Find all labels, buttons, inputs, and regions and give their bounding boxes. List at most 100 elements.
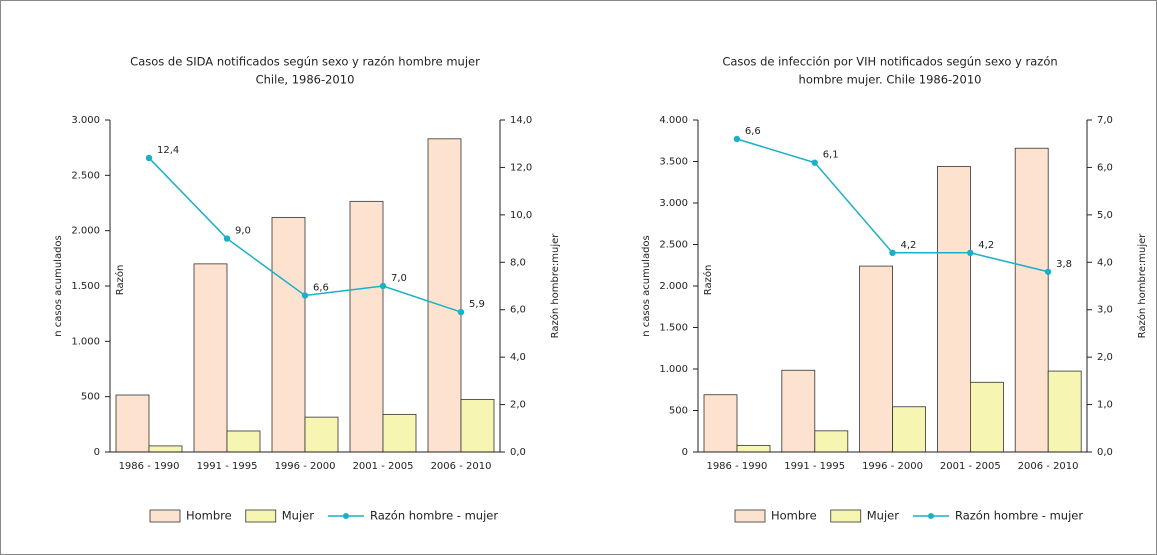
bar (226, 430, 261, 453)
data-label: 7,0 (391, 273, 407, 284)
x-tick-label: 1991 - 1995 (197, 461, 258, 472)
y-tick-label: 2.000 (659, 281, 688, 292)
bar (970, 381, 1004, 453)
data-label: 12,4 (157, 145, 179, 156)
y2-tick-label: 2,0 (510, 400, 526, 411)
data-label: 6,6 (313, 282, 329, 293)
data-label: 4,2 (978, 240, 994, 251)
data-label: 4,2 (901, 240, 917, 251)
y2-tick-label: 0,0 (510, 447, 526, 458)
y-tick-label: 3.000 (71, 115, 100, 126)
y-tick-label: 1.000 (659, 364, 688, 375)
x-tick-label: 2001 - 2005 (353, 461, 414, 472)
x-tick-label: 2006 - 2010 (431, 461, 492, 472)
annotation: Razón (114, 265, 126, 296)
chart-title: hombre mujer. Chile 1986-2010 (799, 73, 982, 87)
point (379, 282, 387, 290)
legend-label: Hombre (186, 509, 232, 523)
bar (859, 265, 893, 453)
point (301, 292, 309, 299)
chart-title: Chile, 1986-2010 (256, 73, 355, 87)
legend-label: Razón hombre - mujer (955, 509, 1083, 523)
bar (193, 263, 228, 453)
bar (148, 445, 183, 453)
point (1044, 268, 1052, 275)
point (967, 249, 974, 256)
y2-tick-label: 12,0 (510, 162, 532, 173)
bar (1014, 147, 1049, 453)
data-label: 6,1 (823, 150, 839, 161)
point (889, 249, 896, 256)
y-tick-label: 0 (94, 447, 100, 458)
bar (1047, 370, 1082, 453)
legend-swatch (149, 509, 181, 523)
y-tick-label: 1.500 (71, 281, 100, 292)
y2-tick-label: 3,0 (1097, 305, 1113, 316)
bar (892, 406, 926, 453)
y-tick-label: 500 (81, 392, 100, 403)
point (457, 308, 465, 316)
y2-tick-label: 1,0 (1097, 400, 1113, 411)
y2-tick-label: 4,0 (510, 352, 526, 363)
y2-tick-label: 5,0 (1097, 210, 1113, 221)
data-label: 9,0 (235, 226, 251, 237)
data-label: 3,8 (1056, 259, 1072, 270)
data-label: 6,6 (745, 126, 761, 137)
y2-tick-label: 10,0 (510, 210, 532, 221)
bar (271, 216, 306, 453)
y2-tick-label: 2,0 (1097, 352, 1113, 363)
legend-label: Hombre (771, 509, 817, 523)
y-tick-label: 1.000 (71, 336, 100, 347)
y2-axis-label: Razón hombre:mujer (1136, 233, 1148, 339)
point (223, 235, 231, 242)
y2-tick-label: 14,0 (510, 115, 532, 126)
legend-swatch (830, 509, 862, 523)
point (145, 154, 153, 162)
point (733, 135, 741, 143)
legend-point (927, 513, 934, 519)
bar (349, 200, 384, 453)
x-tick-label: 1996 - 2000 (275, 461, 336, 472)
bar (703, 394, 738, 453)
legend-swatch (734, 509, 766, 523)
y-tick-label: 2.000 (71, 226, 100, 237)
y-tick-label: 2.500 (659, 240, 688, 251)
x-tick-label: 1996 - 2000 (862, 461, 923, 472)
y2-tick-label: 6,0 (510, 305, 526, 316)
x-tick-label: 1991 - 1995 (784, 461, 845, 472)
y2-tick-label: 0,0 (1097, 447, 1113, 458)
x-tick-label: 2006 - 2010 (1018, 461, 1079, 472)
annotation: Razón (702, 265, 714, 296)
y2-tick-label: 4,0 (1097, 257, 1113, 268)
y2-tick-label: 7,0 (1097, 115, 1113, 126)
bar (382, 413, 417, 453)
point (811, 159, 818, 166)
legend-label: Mujer (867, 509, 899, 523)
bar (115, 394, 150, 453)
bar (937, 166, 971, 453)
y-tick-label: 3.000 (659, 198, 688, 209)
x-tick-label: 1986 - 1990 (119, 461, 180, 472)
y-axis-label: n casos acumulados (641, 235, 652, 336)
data-label: 5,9 (469, 299, 485, 310)
bar (814, 430, 849, 453)
chart-title: Casos de SIDA notificados según sexo y r… (130, 55, 480, 69)
legend-label: Mujer (282, 509, 314, 523)
legend-swatch (245, 509, 277, 523)
legend-label: Razón hombre - mujer (370, 509, 498, 523)
y-tick-label: 3.500 (659, 157, 688, 168)
legend-point (342, 513, 349, 519)
y-tick-label: 1.500 (659, 323, 688, 334)
chart-title: Casos de infección por VIH notificados s… (722, 55, 1057, 69)
bar (781, 369, 816, 453)
y-tick-label: 4.000 (659, 115, 688, 126)
y-axis-label: n casos acumulados (53, 235, 64, 336)
x-tick-label: 2001 - 2005 (940, 461, 1001, 472)
bar (736, 444, 771, 453)
y-tick-label: 0 (682, 447, 688, 458)
bar (304, 416, 339, 453)
bar (460, 399, 495, 453)
y2-axis-label: Razón hombre:mujer (549, 233, 561, 339)
y-tick-label: 500 (669, 406, 688, 417)
